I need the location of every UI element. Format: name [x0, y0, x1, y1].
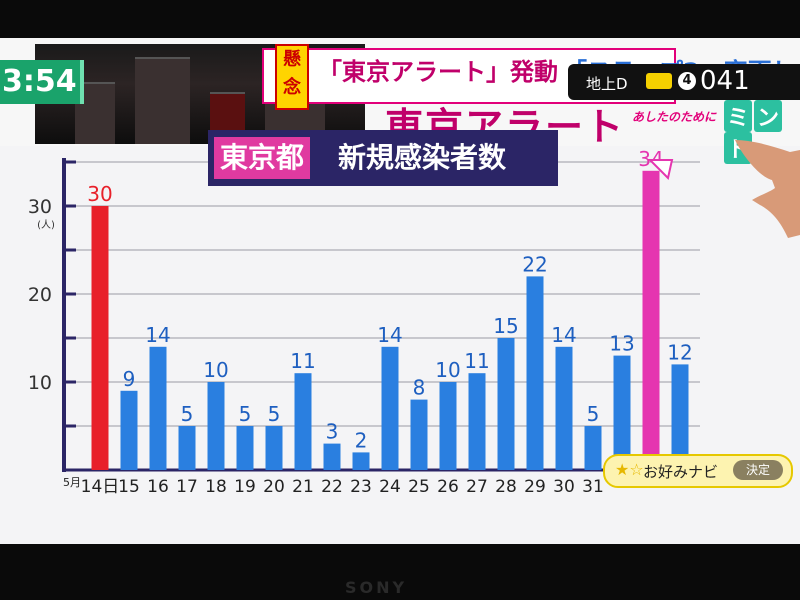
bar — [497, 338, 515, 470]
data-label: 10 — [435, 358, 460, 382]
x-tick-label: 24 — [379, 477, 401, 497]
tv-bezel — [0, 544, 800, 600]
concern-badge: 懸念 — [275, 44, 309, 110]
bar — [410, 399, 428, 470]
y-axis-label: (人) — [37, 219, 55, 231]
data-label: 30 — [87, 182, 112, 206]
bar — [323, 443, 341, 470]
bar — [265, 426, 283, 470]
channel-label: 地上D — [586, 75, 628, 93]
x-tick-label: 19 — [234, 477, 256, 497]
data-label: 5 — [587, 402, 600, 426]
show-logo-char: ン — [754, 100, 783, 132]
bar — [439, 382, 457, 470]
bar — [468, 373, 486, 470]
bar — [207, 382, 225, 470]
data-label: 8 — [413, 376, 426, 400]
confirm-button[interactable]: 決定 — [733, 460, 783, 480]
bar — [236, 426, 254, 470]
bar — [381, 346, 399, 470]
x-tick-label: 16 — [147, 477, 169, 497]
x-tick-label: 27 — [466, 477, 488, 497]
data-label: 5 — [181, 402, 194, 426]
data-label: 22 — [522, 252, 547, 276]
bar — [613, 355, 631, 470]
show-logo-char: ミ — [724, 100, 753, 132]
chart-title-region: 東京都 — [214, 137, 311, 179]
x-tick-label: 29 — [524, 477, 546, 497]
data-label: 3 — [326, 420, 339, 444]
data-label: 5 — [268, 402, 281, 426]
clock: 3:54 — [0, 60, 84, 104]
x-tick-label: 18 — [205, 477, 227, 497]
data-label: 13 — [609, 332, 634, 356]
x-tick-label: 28 — [495, 477, 517, 497]
y-tick-label: 30 — [28, 196, 52, 218]
bar — [149, 346, 167, 470]
presenter-hand — [735, 140, 800, 238]
chart-title: 新規感染者数 — [338, 141, 507, 174]
bar — [120, 390, 138, 470]
x-tick-label: 31 — [582, 477, 604, 497]
x-tick-label: 25 — [408, 477, 430, 497]
bar — [178, 426, 196, 470]
month-label: 5月 — [63, 476, 81, 489]
show-subtitle: あしたのために — [632, 110, 717, 124]
star-icon: ★☆ — [615, 460, 644, 479]
bar — [91, 206, 109, 470]
data-label: 5 — [239, 402, 252, 426]
x-tick-label: 30 — [553, 477, 575, 497]
data-label: 9 — [123, 367, 136, 391]
bars — [91, 170, 689, 471]
bar — [642, 170, 660, 471]
y-tick-label: 10 — [28, 372, 52, 394]
x-tick-label: 21 — [292, 477, 314, 497]
callout-tail — [647, 159, 674, 180]
alert-headline: 「東京アラート」発動 — [318, 58, 558, 86]
navi-label: お好みナビ — [643, 463, 719, 481]
data-label: 2 — [355, 428, 368, 452]
x-tick-label: 22 — [321, 477, 343, 497]
tv-brand-logo: SONY — [345, 578, 408, 597]
bar — [294, 373, 312, 470]
bar — [352, 452, 370, 470]
data-label: 10 — [203, 358, 228, 382]
data-label: 12 — [667, 340, 692, 364]
data-label: 14 — [377, 323, 402, 347]
x-tick-label: 20 — [263, 477, 285, 497]
broadcast-icon — [646, 73, 672, 89]
x-tick-label: 14日 — [81, 477, 120, 497]
data-label: 15 — [493, 314, 518, 338]
y-tick-label: 20 — [28, 284, 52, 306]
data-label: 14 — [145, 323, 170, 347]
channel-indicator: 地上D 4 041 — [568, 64, 800, 100]
channel-badge: 4 — [678, 72, 696, 90]
x-tick-label: 15 — [118, 477, 140, 497]
bar — [671, 364, 689, 470]
data-label: 11 — [290, 349, 315, 373]
channel-number: 041 — [700, 66, 750, 96]
bar — [526, 276, 544, 470]
y-tick-labels: 10 20 30(人) — [28, 196, 55, 394]
x-tick-label: 17 — [176, 477, 198, 497]
x-tick-label: 26 — [437, 477, 459, 497]
data-label: 14 — [551, 323, 576, 347]
bar — [555, 346, 573, 470]
favorites-navi-button[interactable]: ★☆ お好みナビ 決定 — [603, 454, 793, 488]
x-tick-label: 23 — [350, 477, 372, 497]
bar — [584, 426, 602, 470]
data-label: 11 — [464, 349, 489, 373]
